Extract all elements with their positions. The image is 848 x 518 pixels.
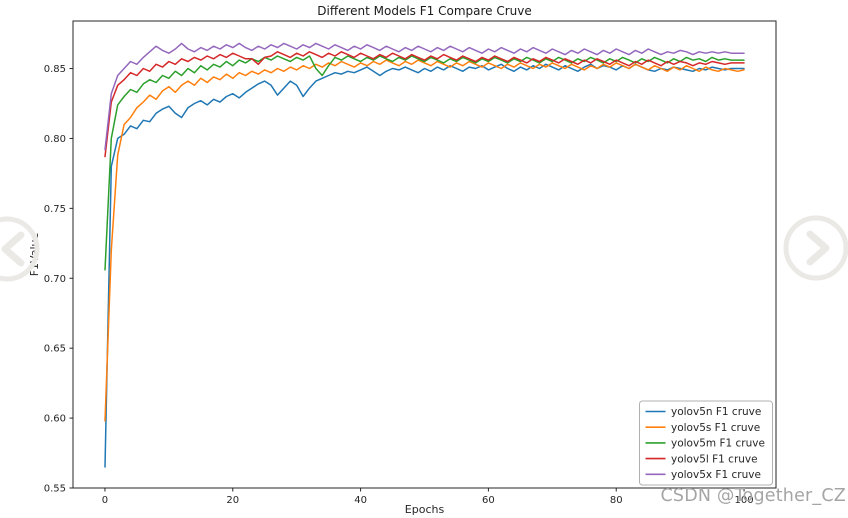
chevron-right-icon bbox=[783, 215, 848, 281]
series-line-yolov5s bbox=[104, 59, 745, 422]
y-tick-label: 0.85 bbox=[44, 64, 66, 75]
carousel-prev-button[interactable] bbox=[0, 207, 52, 291]
x-axis-label: Epochs bbox=[405, 503, 445, 516]
series-line-yolov5m bbox=[104, 55, 745, 271]
series-lines bbox=[104, 42, 745, 468]
x-tick-label: 100 bbox=[734, 495, 753, 506]
x-tick-label: 40 bbox=[354, 495, 367, 506]
y-tick-label: 0.75 bbox=[44, 204, 66, 215]
y-tick-label: 0.55 bbox=[44, 484, 66, 495]
series-line-yolov5x bbox=[104, 42, 745, 151]
series-line-yolov5l bbox=[104, 51, 745, 158]
carousel-next-button[interactable] bbox=[780, 206, 848, 290]
x-tick-label: 60 bbox=[482, 495, 495, 506]
x-tick-label: 80 bbox=[610, 495, 623, 506]
watermark: CSDN @Together_CZ bbox=[660, 486, 846, 506]
legend-item-label: yolov5x F1 cruve bbox=[671, 469, 761, 481]
y-tick-label: 0.70 bbox=[44, 274, 66, 285]
y-tick-label: 0.65 bbox=[44, 344, 66, 355]
x-tick-label: 0 bbox=[102, 495, 108, 506]
y-tick-label: 0.80 bbox=[44, 134, 66, 145]
x-axis-ticks: 0 20 40 60 80 100 bbox=[102, 488, 754, 506]
chart-title: Different Models F1 Compare Cruve bbox=[317, 4, 532, 18]
x-tick-label: 20 bbox=[226, 495, 239, 506]
y-axis-ticks: 0.55 0.60 0.65 0.70 0.75 0.80 0.85 bbox=[44, 64, 73, 495]
y-tick-label: 0.60 bbox=[44, 414, 66, 425]
legend-item-label: yolov5m F1 cruve bbox=[671, 438, 765, 450]
legend: yolov5n F1 cruve yolov5s F1 cruve yolov5m … bbox=[639, 400, 773, 486]
legend-box bbox=[639, 400, 773, 486]
plot-area bbox=[72, 20, 777, 489]
legend-item-label: yolov5n F1 cruve bbox=[671, 406, 761, 418]
chevron-left-icon bbox=[0, 216, 40, 282]
legend-item-label: yolov5l F1 cruve bbox=[671, 453, 758, 465]
legend-item-label: yolov5s F1 cruve bbox=[671, 422, 760, 434]
